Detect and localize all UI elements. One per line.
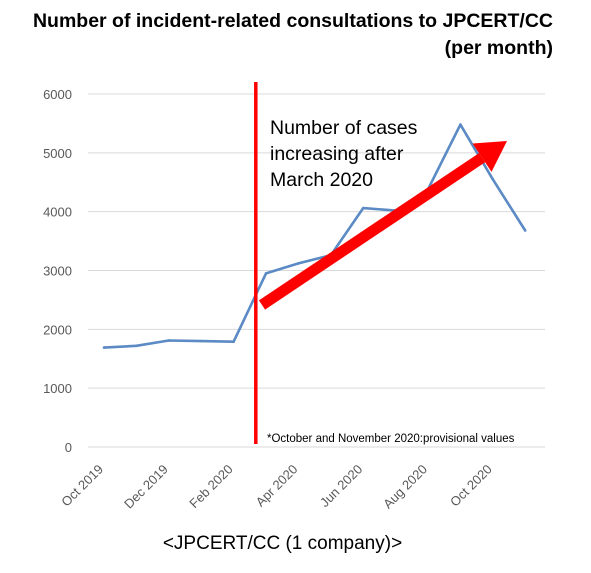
annotation-line: increasing after — [270, 143, 404, 165]
y-tick-label: 0 — [65, 440, 72, 455]
grid-lines — [88, 93, 545, 448]
y-tick-label: 2000 — [43, 322, 72, 337]
data-point — [199, 339, 203, 343]
x-tick-label: Oct 2019 — [58, 462, 106, 510]
footnote: *October and November 2020:provisional v… — [267, 433, 515, 445]
x-tick-label: Jun 2020 — [317, 462, 365, 510]
y-axis-ticks: 0 1000 2000 3000 4000 5000 6000 — [43, 87, 72, 455]
annotation-text: Number of cases increasing after March 202… — [270, 117, 418, 191]
data-point — [523, 229, 527, 232]
data-point — [135, 344, 138, 348]
x-tick-label: Dec 2019 — [121, 462, 171, 512]
overlay-layer — [254, 82, 507, 444]
y-tick-label: 1000 — [43, 381, 72, 396]
source-label: <JPCERT/CC (1 company)> — [162, 533, 403, 554]
data-point — [167, 339, 171, 342]
data-point — [297, 262, 300, 265]
x-tick-label: Apr 2020 — [253, 462, 301, 510]
data-point — [264, 272, 268, 275]
chart-title-line1: Number of incident-related consultations… — [32, 10, 553, 32]
annotation-line: March 2020 — [270, 169, 373, 191]
data-point — [102, 346, 106, 349]
trend-arrow-head — [472, 141, 507, 172]
y-tick-label: 5000 — [43, 146, 72, 161]
data-point — [232, 340, 235, 343]
annotation-line: Number of cases — [270, 117, 418, 139]
y-tick-label: 6000 — [43, 87, 72, 102]
y-tick-label: 3000 — [43, 264, 72, 279]
chart-title-line2: (per month) — [444, 37, 553, 59]
data-point — [491, 178, 495, 181]
x-tick-label: Aug 2020 — [380, 462, 430, 512]
series-line — [103, 123, 527, 349]
y-tick-label: 4000 — [43, 205, 72, 220]
x-axis-ticks: Oct 2019 Dec 2019 Feb 2020 Apr 2020 Jun 2020… — [58, 462, 495, 512]
x-tick-label: Oct 2020 — [447, 462, 495, 510]
x-tick-label: Feb 2020 — [186, 462, 235, 511]
data-point — [361, 206, 365, 210]
trend-arrow-shaft — [258, 153, 486, 310]
chart-title: Number of incident-related consultations… — [33, 8, 553, 62]
data-point — [459, 123, 462, 126]
